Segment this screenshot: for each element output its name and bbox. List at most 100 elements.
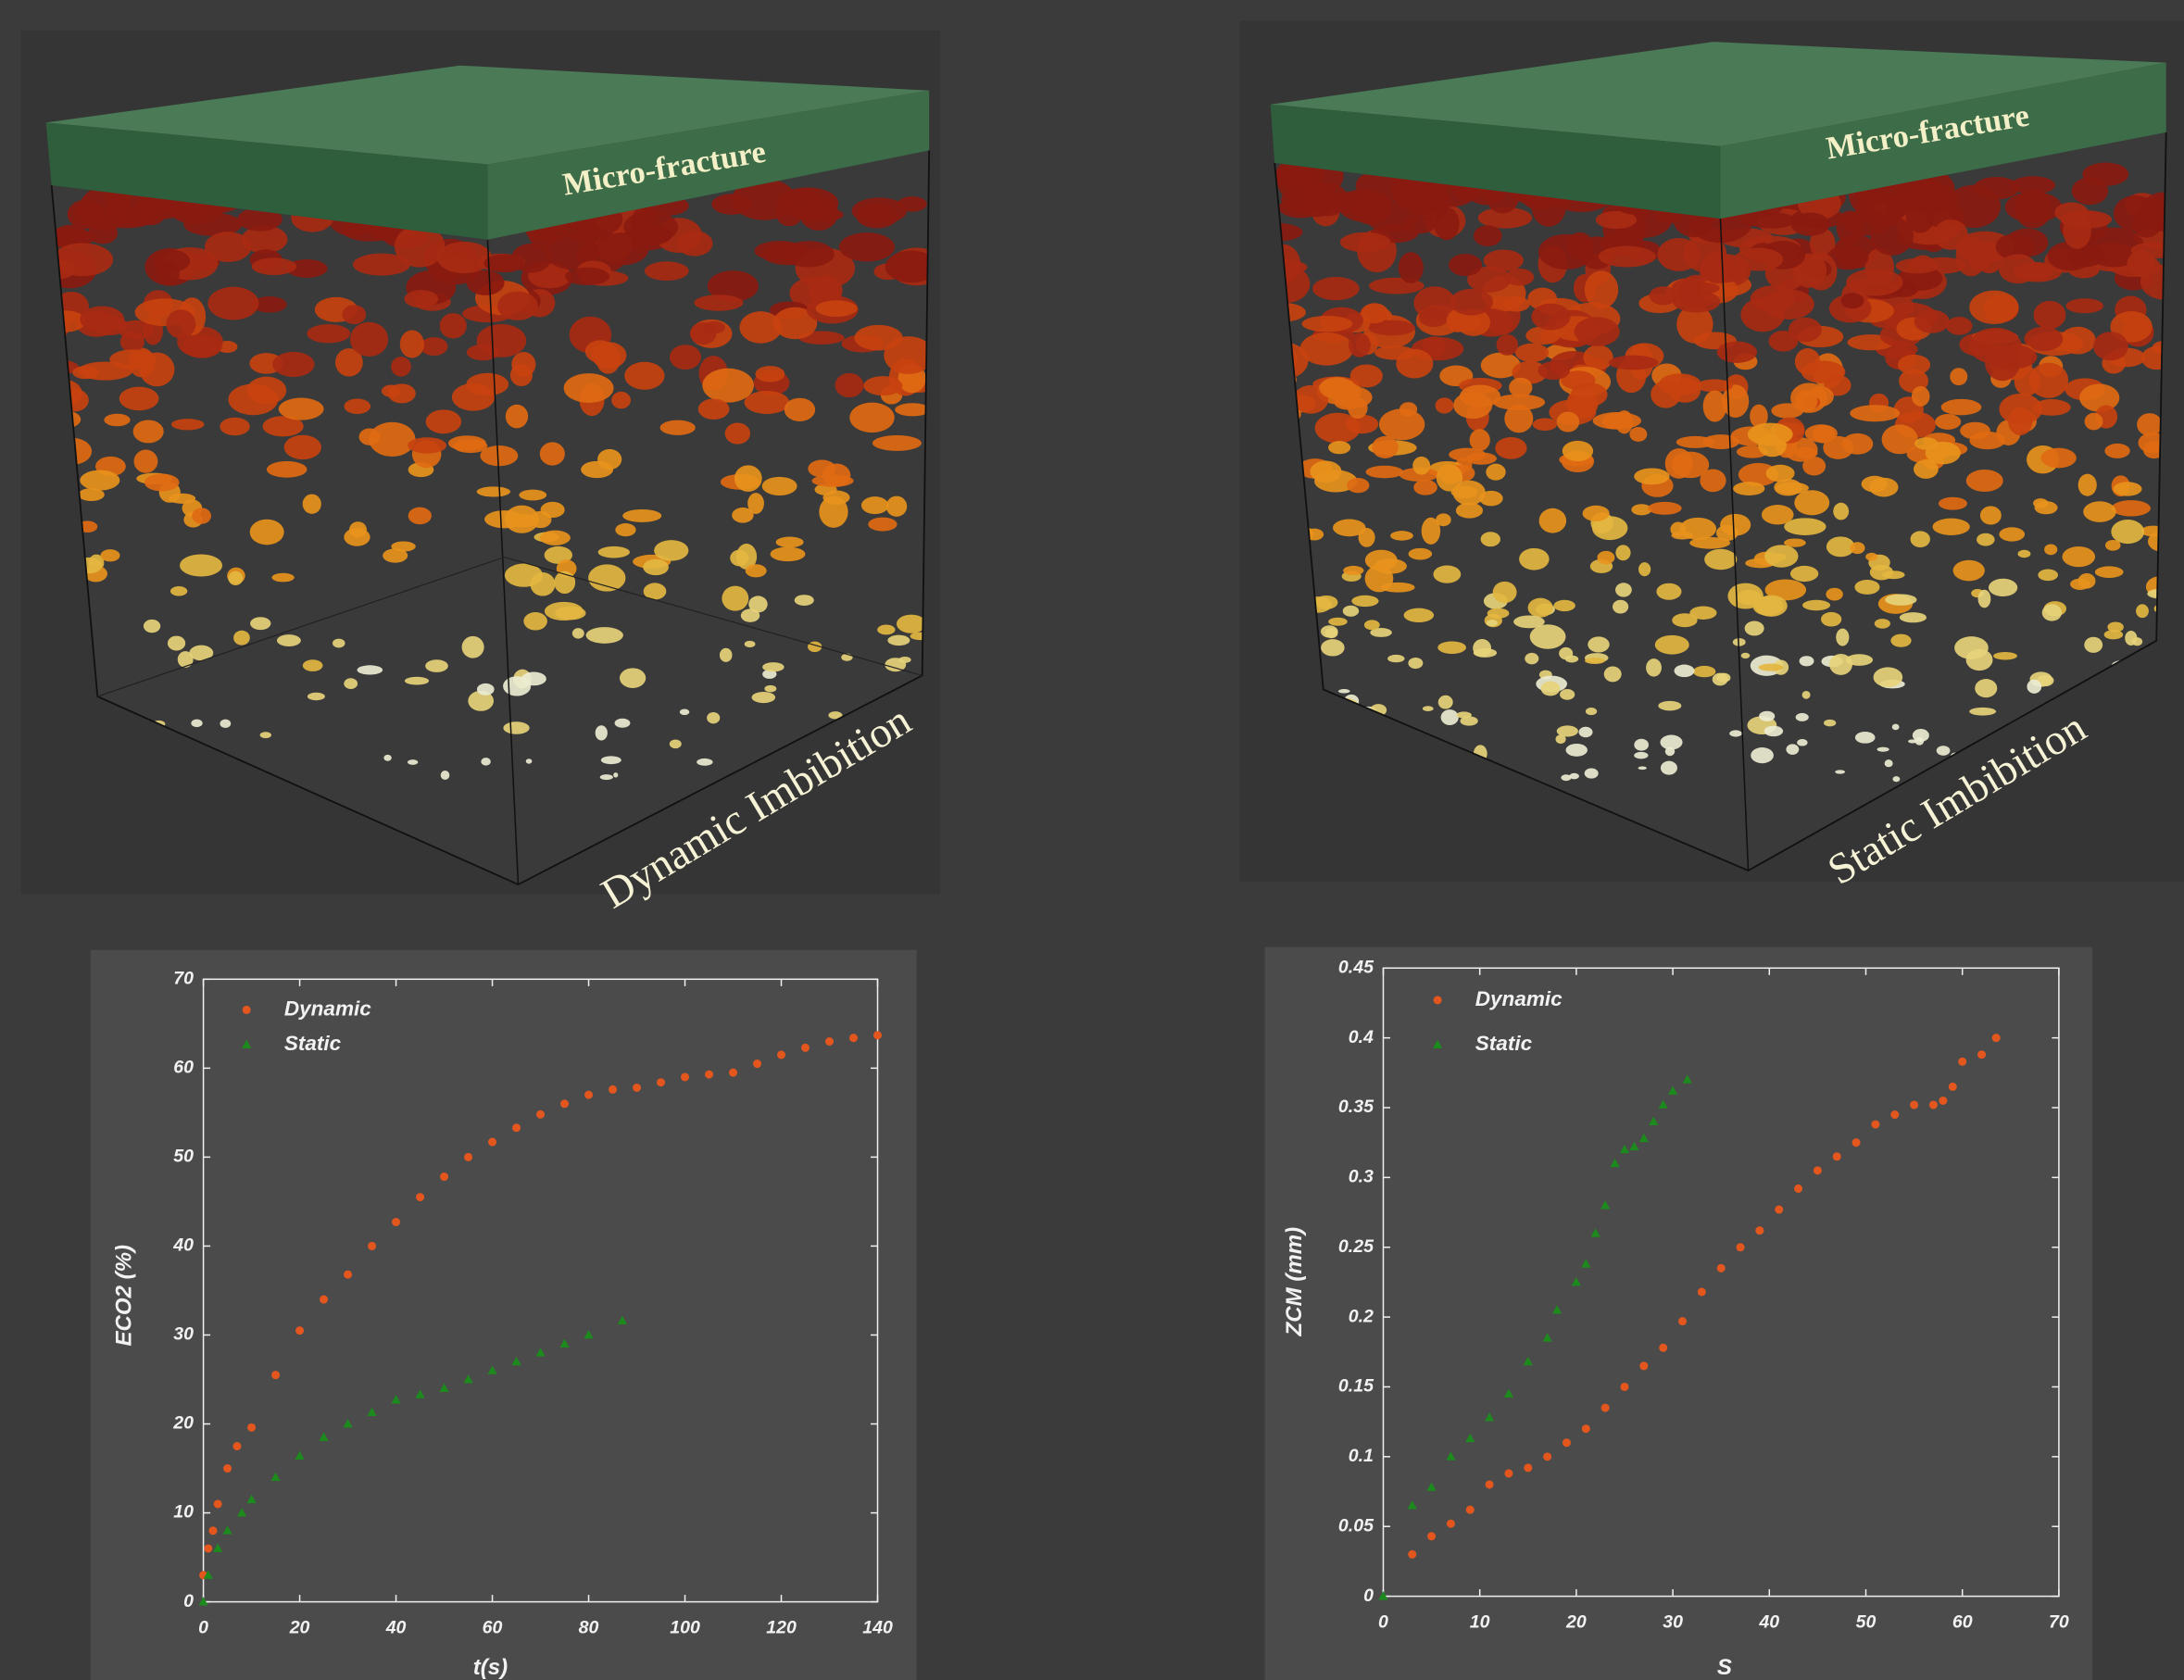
- fluid-blob: [481, 758, 491, 765]
- fluid-blob: [1885, 759, 1893, 767]
- fluid-blob: [408, 759, 418, 765]
- fluid-blob: [1346, 415, 1378, 433]
- fluid-blob: [2083, 501, 2115, 522]
- fluid-blob: [541, 502, 565, 518]
- y-tick-label: 70: [173, 968, 194, 988]
- fluid-blob: [80, 470, 119, 491]
- fluid-blob: [746, 564, 767, 577]
- x-tick-label: 140: [862, 1617, 893, 1637]
- fluid-blob: [220, 720, 231, 728]
- fluid-blob: [2114, 195, 2157, 232]
- fluid-blob: [1634, 752, 1648, 759]
- fluid-blob: [1351, 596, 1378, 607]
- fluid-blob: [1412, 457, 1430, 475]
- point: [1639, 1361, 1648, 1370]
- fluid-blob: [508, 514, 539, 527]
- fluid-blob: [220, 418, 249, 436]
- fluid-blob: [1658, 701, 1681, 711]
- fluid-blob: [1583, 506, 1610, 521]
- fluid-blob: [1495, 437, 1526, 459]
- fluid-blob: [1343, 606, 1359, 617]
- fluid-blob: [1638, 562, 1651, 576]
- fluid-blob: [1530, 624, 1566, 648]
- point: [247, 1423, 256, 1432]
- fluid-blob: [452, 383, 495, 411]
- fluid-blob: [408, 437, 446, 453]
- fluid-blob: [1762, 505, 1794, 524]
- fluid-blob: [73, 202, 105, 227]
- fluid-blob: [1999, 254, 2038, 283]
- fluid-blob: [615, 719, 631, 728]
- fluid-blob: [1474, 648, 1497, 658]
- fluid-blob: [1969, 432, 2005, 449]
- legend-marker: [1434, 996, 1442, 1004]
- fluid-blob: [1703, 391, 1727, 422]
- fluid-blob: [1586, 708, 1597, 715]
- fluid-blob: [267, 461, 308, 478]
- fluid-blob: [357, 665, 383, 674]
- x-tick-label: 30: [1663, 1611, 1683, 1632]
- chart-panel: [1265, 947, 2092, 1680]
- point: [1582, 1424, 1590, 1433]
- fluid-blob: [166, 309, 195, 338]
- fluid-blob: [308, 693, 325, 700]
- fluid-blob: [1978, 590, 1991, 608]
- point: [1563, 1438, 1571, 1447]
- fluid-blob: [1939, 497, 1967, 510]
- fluid-blob: [477, 486, 510, 496]
- fluid-blob: [762, 662, 784, 671]
- fluid-blob: [1593, 412, 1641, 430]
- fluid-blob: [1372, 436, 1399, 458]
- fluid-blob: [1701, 251, 1735, 283]
- fluid-blob: [1755, 596, 1788, 617]
- fluid-blob: [1800, 656, 1814, 666]
- fluid-blob: [2034, 301, 2066, 329]
- fluid-blob: [1846, 269, 1902, 295]
- fluid-blob: [1975, 679, 1997, 697]
- x-tick-label: 70: [2049, 1611, 2069, 1632]
- fluid-blob: [1870, 217, 1914, 256]
- fluid-blob: [852, 197, 907, 224]
- fluid-blob: [1716, 673, 1730, 683]
- fluid-blob: [545, 602, 584, 621]
- fluid-blob: [426, 409, 462, 433]
- fluid-blob: [645, 261, 689, 281]
- point: [204, 1544, 212, 1552]
- point: [208, 1526, 217, 1535]
- fluid-blob: [2038, 570, 2058, 582]
- fluid-blob: [600, 774, 613, 780]
- fluid-blob: [1533, 419, 1557, 432]
- fluid-blob: [812, 475, 854, 487]
- x-tick-label: 60: [1952, 1611, 1973, 1632]
- fluid-blob: [1801, 361, 1846, 383]
- fluid-blob: [1419, 308, 1449, 327]
- fluid-blob: [369, 422, 415, 457]
- y-tick-label: 0.3: [1349, 1167, 1374, 1187]
- fluid-blob: [1661, 761, 1677, 775]
- fluid-blob: [1569, 773, 1579, 780]
- fluid-blob: [1563, 441, 1593, 461]
- fluid-blob: [752, 692, 776, 703]
- fluid-blob: [872, 435, 922, 451]
- fluid-blob: [1493, 395, 1545, 410]
- fluid-blob: [886, 496, 908, 517]
- x-axis-label: t(s): [473, 1655, 508, 1680]
- fluid-blob: [344, 398, 370, 414]
- fluid-blob: [2104, 630, 2123, 639]
- fluid-blob: [1387, 655, 1404, 662]
- point: [1977, 1050, 1986, 1059]
- fluid-blob: [80, 307, 124, 332]
- fluid-blob: [1802, 691, 1811, 699]
- point: [1466, 1506, 1475, 1514]
- fluid-blob: [523, 612, 547, 631]
- fluid-blob: [2054, 202, 2088, 222]
- point: [584, 1091, 593, 1099]
- point: [729, 1069, 737, 1077]
- x-tick-label: 50: [1856, 1611, 1876, 1632]
- fluid-blob: [1390, 531, 1413, 541]
- fluid-blob: [1557, 412, 1580, 433]
- fluid-blob: [2104, 444, 2129, 458]
- fluid-blob: [1835, 770, 1845, 773]
- fluid-blob: [1615, 545, 1630, 560]
